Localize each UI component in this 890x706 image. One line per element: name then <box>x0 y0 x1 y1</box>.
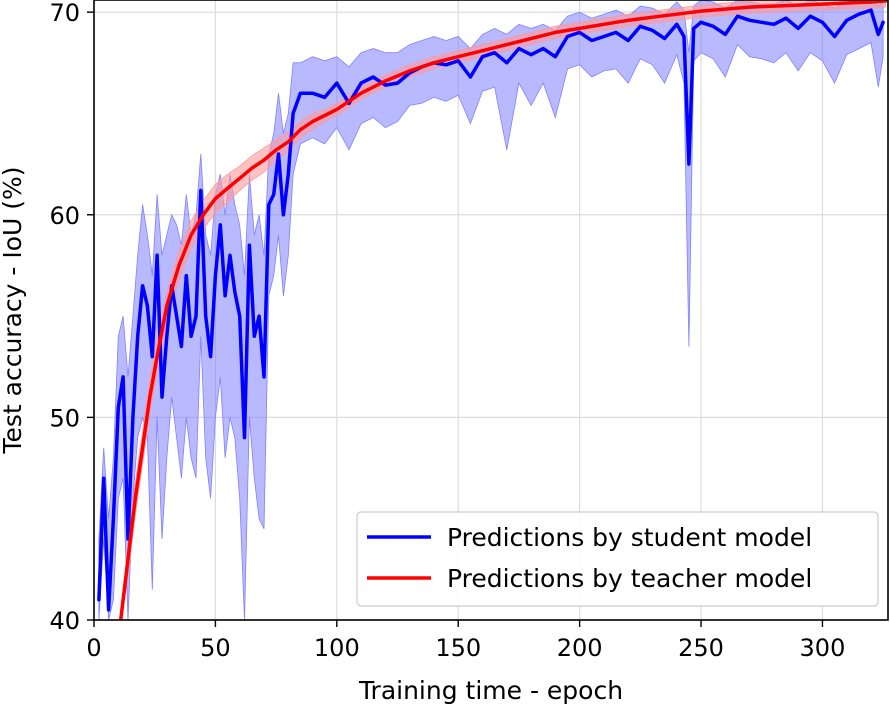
y-tick-label: 60 <box>49 202 80 230</box>
y-tick-label: 70 <box>49 0 80 27</box>
x-tick-label: 50 <box>200 634 231 662</box>
x-tick-label: 200 <box>557 634 603 662</box>
student-series-line <box>97 8 885 612</box>
x-tick-label: 300 <box>800 634 846 662</box>
axis-ticks: 0 50 100 150 200 250 300 40 50 60 70 <box>49 0 845 662</box>
teacher-band <box>120 0 886 620</box>
x-tick-label: 150 <box>435 634 481 662</box>
legend-label-student: Predictions by student model <box>447 523 812 552</box>
y-tick-label: 40 <box>49 607 80 635</box>
legend-box <box>356 511 879 607</box>
plot-frame <box>93 0 889 621</box>
x-axis-label: Training time - epoch <box>358 676 623 705</box>
teacher-series-line <box>118 0 888 620</box>
y-tick-label: 50 <box>49 404 80 432</box>
y-axis-label: Test accuracy - IoU (%) <box>0 166 27 454</box>
series-lines <box>97 0 888 620</box>
x-tick-label: 0 <box>86 634 101 662</box>
legend-label-teacher: Predictions by teacher model <box>447 564 812 593</box>
legend: Predictions by student model Predictions… <box>356 511 879 607</box>
x-tick-label: 100 <box>314 634 360 662</box>
x-tick-label: 250 <box>678 634 724 662</box>
